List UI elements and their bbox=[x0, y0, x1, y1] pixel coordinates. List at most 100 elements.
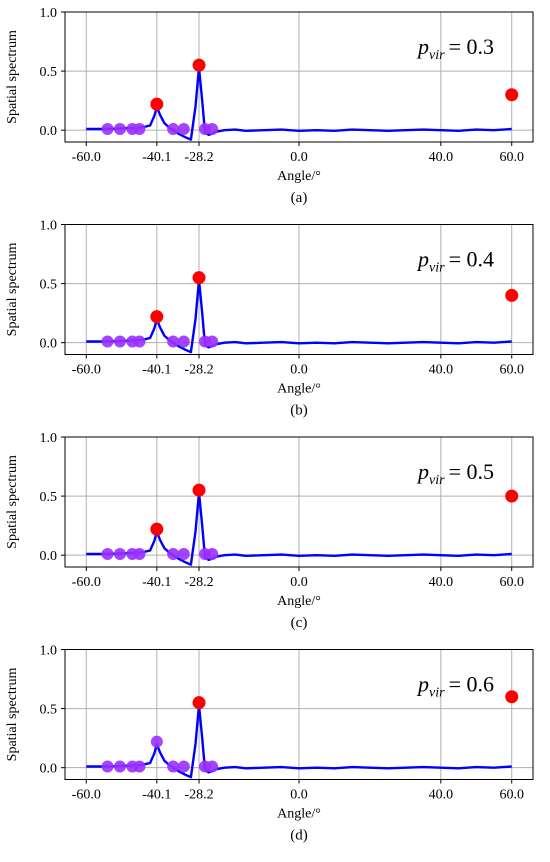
red-marker bbox=[505, 489, 519, 503]
x-tick-label: -40.1 bbox=[142, 150, 171, 165]
annotation-value: = 0.3 bbox=[449, 34, 494, 59]
panel-label: (d) bbox=[290, 828, 308, 844]
pvir-annotation: pvir = 0.6 bbox=[416, 672, 494, 701]
purple-marker bbox=[177, 123, 190, 135]
y-axis-label: Spatial spectrum bbox=[5, 455, 20, 549]
y-tick-label: 0.0 bbox=[40, 337, 58, 352]
purple-marker bbox=[206, 123, 219, 135]
annotation-value: = 0.5 bbox=[449, 459, 494, 484]
red-marker bbox=[192, 696, 206, 710]
purple-marker bbox=[101, 123, 114, 135]
panel-label: (a) bbox=[291, 190, 308, 206]
red-marker bbox=[192, 58, 206, 72]
y-axis-label: Spatial spectrum bbox=[5, 30, 20, 124]
annotation-subscript: vir bbox=[429, 686, 445, 701]
chart-panel: -60.0 -40.1 -28.2 0.0 40.0 60.0 0.0 0.5 1.0 Spati… bbox=[5, 431, 534, 631]
chart-panel: -60.0 -40.1 -28.2 0.0 40.0 60.0 0.0 0.5 1.0 Spati… bbox=[5, 644, 534, 844]
red-marker bbox=[505, 88, 519, 102]
purple-marker bbox=[177, 335, 190, 348]
y-tick-label: 1.0 bbox=[40, 219, 58, 234]
purple-marker bbox=[133, 548, 146, 560]
annotation-subscript: vir bbox=[429, 261, 445, 276]
x-tick-label: -40.1 bbox=[142, 575, 171, 590]
y-tick-label: 1.0 bbox=[40, 431, 58, 446]
purple-marker bbox=[113, 335, 126, 348]
red-marker bbox=[150, 310, 164, 324]
annotation-value: = 0.6 bbox=[449, 672, 494, 697]
y-tick-label: 0.5 bbox=[40, 278, 58, 293]
x-tick-label: 60.0 bbox=[499, 788, 524, 803]
panel-label: (b) bbox=[290, 403, 308, 419]
chart-panel: -60.0 -40.1 -28.2 0.0 40.0 60.0 0.0 0.5 1.0 Spati… bbox=[5, 6, 534, 206]
y-tick-label: 1.0 bbox=[40, 644, 58, 659]
x-axis-label: Angle/° bbox=[277, 169, 321, 184]
purple-marker bbox=[177, 760, 190, 773]
y-axis-label: Spatial spectrum bbox=[5, 668, 20, 762]
annotation-subscript: vir bbox=[429, 48, 445, 63]
y-tick-label: 0.0 bbox=[40, 124, 58, 139]
purple-marker bbox=[150, 735, 163, 748]
purple-marker bbox=[113, 548, 126, 560]
purple-marker bbox=[101, 335, 114, 348]
x-axis-label: Angle/° bbox=[277, 594, 321, 609]
red-marker bbox=[192, 271, 206, 285]
purple-marker bbox=[133, 760, 146, 773]
y-axis-label: Spatial spectrum bbox=[5, 243, 20, 337]
red-marker bbox=[505, 288, 519, 302]
purple-marker bbox=[167, 548, 180, 560]
y-tick-label: 0.0 bbox=[40, 549, 58, 564]
x-tick-label: -28.2 bbox=[184, 788, 213, 803]
x-tick-label: -60.0 bbox=[72, 363, 101, 378]
x-tick-label: 0.0 bbox=[290, 363, 308, 378]
x-tick-label: -60.0 bbox=[72, 150, 101, 165]
x-tick-label: 40.0 bbox=[429, 788, 454, 803]
purple-marker bbox=[167, 760, 180, 773]
annotation-subscript: vir bbox=[429, 473, 445, 488]
purple-marker bbox=[113, 760, 126, 773]
x-tick-label: 40.0 bbox=[429, 575, 454, 590]
purple-marker bbox=[101, 760, 114, 773]
x-tick-label: 40.0 bbox=[429, 363, 454, 378]
annotation-symbol: p bbox=[416, 34, 429, 59]
purple-marker bbox=[133, 335, 146, 348]
y-tick-label: 0.0 bbox=[40, 762, 58, 777]
purple-marker bbox=[133, 123, 146, 135]
purple-marker bbox=[167, 123, 180, 135]
purple-marker bbox=[167, 335, 180, 348]
purple-marker bbox=[206, 760, 219, 773]
x-tick-label: 0.0 bbox=[290, 788, 308, 803]
x-tick-label: -40.1 bbox=[142, 363, 171, 378]
red-marker bbox=[192, 483, 206, 497]
purple-marker bbox=[206, 335, 219, 348]
pvir-annotation: pvir = 0.3 bbox=[416, 34, 494, 63]
x-tick-label: -28.2 bbox=[184, 363, 213, 378]
x-tick-label: -60.0 bbox=[72, 788, 101, 803]
x-tick-label: 0.0 bbox=[290, 575, 308, 590]
x-tick-label: 60.0 bbox=[499, 363, 524, 378]
x-tick-label: -28.2 bbox=[184, 150, 213, 165]
red-marker bbox=[150, 97, 164, 111]
chart-panel: -60.0 -40.1 -28.2 0.0 40.0 60.0 0.0 0.5 1.0 Spati… bbox=[5, 219, 534, 419]
purple-marker bbox=[101, 548, 114, 560]
annotation-symbol: p bbox=[416, 459, 429, 484]
annotation-value: = 0.4 bbox=[449, 247, 494, 272]
purple-marker bbox=[177, 548, 190, 560]
red-marker bbox=[150, 522, 164, 536]
red-marker bbox=[505, 690, 519, 704]
x-tick-label: 60.0 bbox=[499, 575, 524, 590]
panel-label: (c) bbox=[291, 615, 308, 631]
y-tick-label: 1.0 bbox=[40, 6, 58, 21]
pvir-annotation: pvir = 0.5 bbox=[416, 459, 494, 488]
purple-marker bbox=[113, 123, 126, 135]
y-tick-label: 0.5 bbox=[40, 490, 58, 505]
annotation-symbol: p bbox=[416, 672, 429, 697]
x-tick-label: 0.0 bbox=[290, 150, 308, 165]
y-tick-label: 0.5 bbox=[40, 65, 58, 80]
x-tick-label: 60.0 bbox=[499, 150, 524, 165]
x-axis-label: Angle/° bbox=[277, 382, 321, 397]
x-tick-label: -60.0 bbox=[72, 575, 101, 590]
x-axis-label: Angle/° bbox=[277, 807, 321, 822]
x-tick-label: -28.2 bbox=[184, 575, 213, 590]
x-tick-label: 40.0 bbox=[429, 150, 454, 165]
